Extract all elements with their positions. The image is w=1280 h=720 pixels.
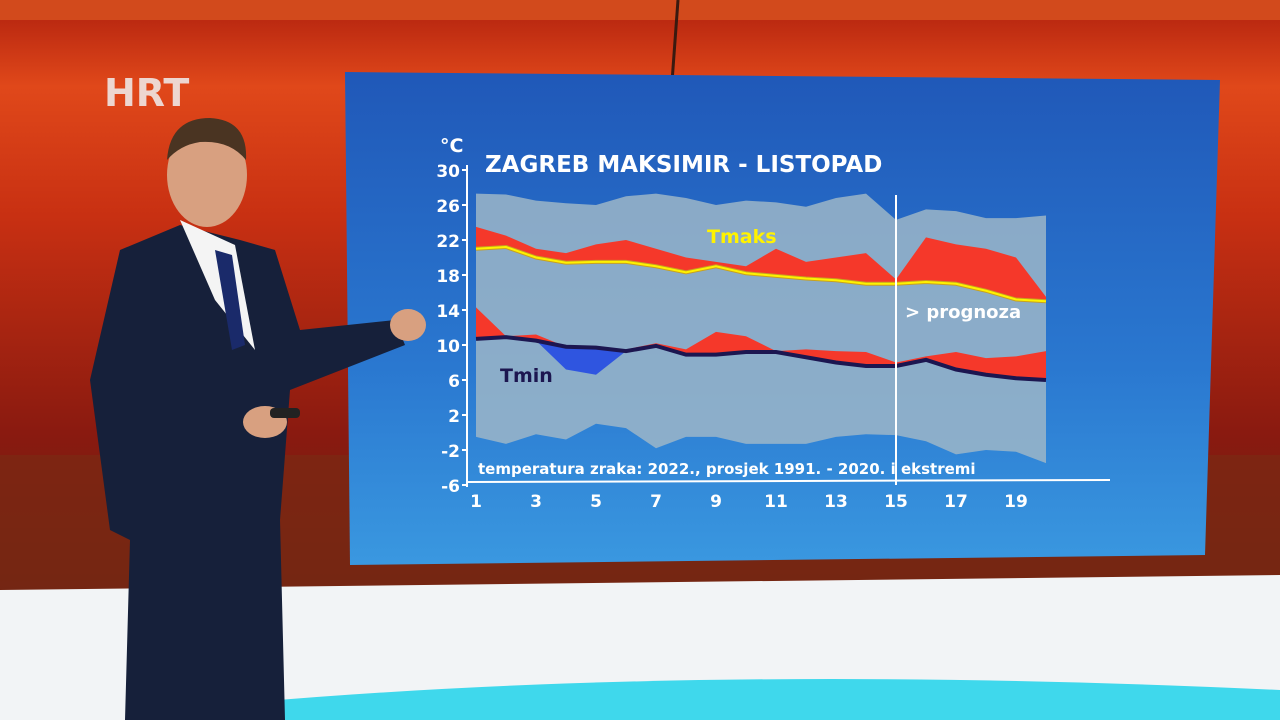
tmin-2022-above-avg-area [476, 307, 1046, 380]
y-tick-label: 26 [436, 197, 460, 217]
x-tick-label: 1 [470, 492, 482, 512]
y-axis-unit: °C [440, 135, 463, 157]
floor-light [150, 679, 1280, 720]
y-tick-label: -2 [441, 442, 460, 462]
y-tick-label: 10 [436, 337, 460, 357]
y-tick-label: 14 [436, 302, 460, 322]
tmin-label: Tmin [500, 365, 553, 387]
sky-top [0, 0, 1280, 20]
y-tick-label: 22 [436, 232, 460, 252]
presenter-suit [90, 225, 405, 720]
tmin-avg-line [475, 335, 1047, 382]
tmin-2022-below-avg-area [476, 337, 1046, 380]
tmaks-avg-line [475, 245, 1047, 303]
forecast-label: > prognoza [905, 302, 1021, 323]
clicker-remote [270, 408, 300, 418]
presenter-tie [215, 250, 245, 350]
presenter-head [167, 123, 247, 227]
x-tick-label: 11 [764, 492, 788, 512]
y-tick-label: 6 [448, 372, 460, 392]
presenter-hand [390, 309, 426, 341]
x-tick-label: 9 [710, 492, 722, 512]
x-tick-label: 19 [1004, 492, 1028, 512]
x-axis [466, 479, 1111, 483]
presenter-hair [167, 118, 247, 160]
x-tick-label: 3 [530, 492, 542, 512]
x-tick-label: 5 [590, 492, 602, 512]
y-tick-label: 18 [436, 267, 460, 287]
y-tick-label: -6 [441, 477, 460, 497]
x-tick-label: 13 [824, 492, 848, 512]
x-tick-label: 7 [650, 492, 662, 512]
x-tick-label: 17 [944, 492, 968, 512]
x-tick-label: 15 [884, 492, 908, 512]
chart-title: ZAGREB MAKSIMIR - LISTOPAD [485, 152, 882, 178]
hrt-logo-text: HRT [104, 71, 189, 115]
y-tick-label: 30 [436, 162, 460, 182]
mast [670, 0, 680, 83]
chart-caption: temperatura zraka: 2022., prosjek 1991. … [478, 460, 976, 478]
hrt-logo: HRT [104, 71, 189, 115]
y-tick-label: 2 [448, 407, 460, 427]
tmaks-label: Tmaks [707, 226, 777, 248]
presenter [90, 118, 426, 720]
